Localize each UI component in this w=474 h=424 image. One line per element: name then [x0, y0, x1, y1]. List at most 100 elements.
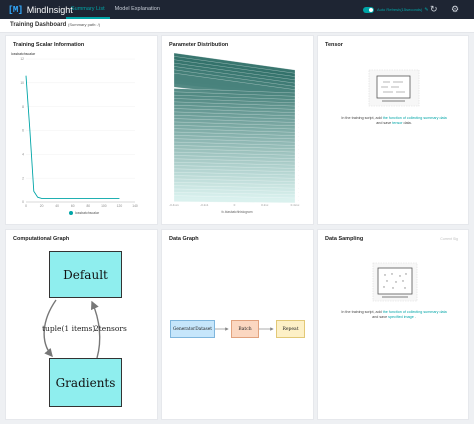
histogram-step-tick: ·: [298, 178, 299, 181]
histogram-step-tick: ·: [298, 161, 299, 164]
graph-node-default[interactable]: Default: [49, 251, 122, 298]
x-tick-label: 0.4xxx: [291, 203, 300, 207]
histogram-step-tick: ·: [298, 191, 299, 194]
card-title: Computational Graph: [13, 236, 70, 242]
y-tick-label: 4: [22, 153, 24, 157]
auto-refresh-toggle[interactable]: [363, 6, 374, 13]
page-title: Training Dashboard (Summary path: /): [10, 22, 100, 28]
scalar-tag-label: lossbatchscalar: [11, 52, 36, 56]
histogram-layer: [173, 195, 296, 203]
histogram-step-tick: ·: [298, 109, 299, 112]
dashboard-header: Training Dashboard (Summary path: /): [0, 19, 474, 33]
computational-graph-card[interactable]: Computational Graph Default tuple(1 item…: [5, 229, 158, 420]
histogram-step-tick: ·: [298, 79, 299, 82]
histogram-step-tick: ·: [298, 187, 299, 190]
y-tick-label: 6: [22, 129, 24, 133]
x-tick-label: 40: [55, 204, 59, 208]
data-graph-edges: [215, 327, 274, 331]
data-sampling-card[interactable]: Data Sampling Current Sig In the trainin…: [317, 229, 469, 420]
summary-function-link[interactable]: the function of collecting summary data: [382, 116, 447, 120]
edit-icon[interactable]: ✎: [424, 6, 429, 13]
x-tick-label: 0: [234, 203, 236, 207]
edge-label-left: tuple(1 items): [42, 324, 96, 333]
gear-icon[interactable]: ⚙: [451, 4, 460, 14]
message-text: and save: [372, 315, 388, 319]
histogram-step-tick: ·: [298, 144, 299, 147]
current-step-label: Current Sig: [440, 237, 458, 241]
message-text: In the training script, add: [341, 116, 382, 120]
logo-mark: [M]: [8, 4, 23, 15]
message-text: data.: [403, 121, 412, 125]
histogram-step-tick: ·: [298, 118, 299, 121]
histogram-step-tick: ·: [298, 88, 299, 91]
histogram-step-tick: ·: [298, 92, 299, 95]
histogram-step-tick: ·: [298, 148, 299, 151]
histogram-step-tick: ·: [298, 170, 299, 173]
card-title: Tensor: [325, 42, 343, 48]
y-tick-label: 10: [20, 81, 24, 85]
summary-function-link[interactable]: the function of collecting summary data: [382, 310, 447, 314]
app-logo[interactable]: [M] MindInsight: [8, 3, 73, 16]
card-title: Data Sampling: [325, 236, 364, 242]
auto-refresh-label: Auto Refresh(15seconds): [377, 7, 423, 12]
node-label: Repeat: [282, 326, 299, 332]
x-tick-label: 120: [117, 204, 123, 208]
image-placeholder-icon: [372, 262, 418, 302]
data-node-repeat[interactable]: Repeat: [276, 320, 305, 338]
x-tick-label: 20: [40, 204, 44, 208]
histogram-step-tick: ·: [298, 97, 299, 100]
histogram-step-tick: ·: [298, 165, 299, 168]
histogram-step-tick: ·: [298, 114, 299, 117]
card-title: Training Scalar Information: [13, 42, 85, 48]
tensor-empty-message: In the training script, add the function…: [326, 116, 462, 126]
scalar-card[interactable]: Training Scalar Information: [5, 35, 158, 225]
histogram-step-tick: ·: [298, 195, 299, 198]
tensor-link[interactable]: tensor: [392, 121, 403, 125]
message-text: and save: [376, 121, 392, 125]
histogram-step-tick: ·: [298, 200, 299, 203]
image-link[interactable]: specified image: [388, 315, 414, 319]
data-graph-card[interactable]: Data Graph GeneratorDataset Batch Repeat: [161, 229, 314, 420]
summary-path: (Summary path: /): [68, 22, 101, 27]
histogram-step-tick: ·: [298, 183, 299, 186]
auto-refresh-control: Auto Refresh(15seconds) ✎: [363, 5, 429, 14]
node-label: GeneratorDataset: [172, 326, 213, 332]
histogram-step-tick: ·: [298, 157, 299, 160]
histogram-step-tick: ·: [298, 131, 299, 134]
x-tick-label: 80: [86, 204, 90, 208]
histogram-step-tick: ·: [298, 135, 299, 138]
histogram-step-tick: ·: [298, 101, 299, 104]
data-node-generatordataset[interactable]: GeneratorDataset: [170, 320, 215, 338]
top-nav-bar: [M] MindInsight Summary List Model Expla…: [0, 0, 474, 19]
refresh-icon[interactable]: ↻: [430, 4, 438, 14]
tab-model-explanation[interactable]: Model Explanation: [114, 6, 160, 12]
tensor-placeholder-icon: [368, 69, 420, 107]
histogram-step-tick: ·: [298, 75, 299, 78]
x-tick-label: 0.2xx: [261, 203, 269, 207]
x-tick-label: -0.4xxx: [169, 203, 179, 207]
histogram-step-tick: ·: [298, 152, 299, 155]
legend-label: lossbatchscalar: [75, 211, 100, 215]
y-tick-label: 8: [22, 105, 24, 109]
sampling-empty-message: In the training script, add the function…: [326, 310, 462, 320]
histogram-step-tick: ·: [298, 105, 299, 108]
card-title: Data Graph: [169, 236, 199, 242]
message-text: .: [414, 315, 416, 319]
x-tick-label: 100: [101, 204, 107, 208]
histogram-chart: ······························-0.4xxx -0.…: [169, 52, 300, 214]
histogram-step-tick: ·: [298, 84, 299, 87]
dashboard-title: Training Dashboard: [10, 22, 67, 28]
y-tick-label: 0: [22, 200, 24, 204]
histogram-step-tick: ·: [298, 122, 299, 125]
chart-legend: lossbatchscalar: [69, 211, 99, 215]
histogram-step-tick: ·: [298, 140, 299, 143]
tensor-card[interactable]: Tensor In the training script, add the f…: [317, 35, 469, 225]
message-text: In the training script, add: [341, 310, 382, 314]
node-label: Default: [63, 267, 108, 282]
edge-label-right: 2tensors: [94, 324, 127, 333]
data-node-batch[interactable]: Batch: [231, 320, 259, 338]
tab-summary-list[interactable]: Summary List: [66, 0, 110, 19]
node-label: Gradients: [55, 375, 116, 390]
graph-node-gradients[interactable]: Gradients: [49, 358, 122, 407]
